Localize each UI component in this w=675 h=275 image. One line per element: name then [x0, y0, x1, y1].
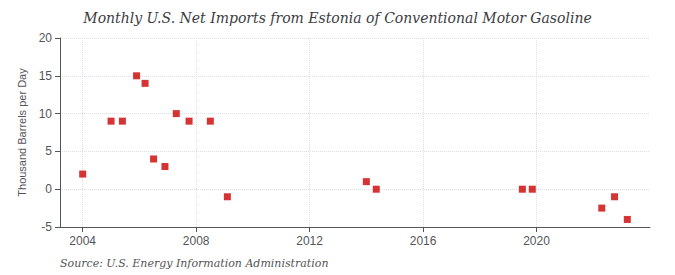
svg-text:15: 15 — [39, 69, 53, 83]
svg-text:0: 0 — [45, 182, 52, 196]
svg-text:20: 20 — [39, 31, 53, 45]
svg-text:10: 10 — [39, 107, 53, 121]
svg-text:2008: 2008 — [183, 234, 210, 248]
svg-text:2020: 2020 — [523, 234, 550, 248]
svg-text:-5: -5 — [41, 220, 52, 234]
svg-text:2012: 2012 — [296, 234, 323, 248]
svg-text:2016: 2016 — [410, 234, 437, 248]
svg-text:Thousand Barrels per Day: Thousand Barrels per Day — [16, 68, 28, 197]
svg-text:Monthly U.S. Net Imports from: Monthly U.S. Net Imports from Estonia of… — [82, 10, 591, 26]
svg-text:Source: U.S. Energy Informatio: Source: U.S. Energy Information Administ… — [60, 257, 328, 270]
svg-text:2004: 2004 — [69, 234, 96, 248]
svg-text:5: 5 — [45, 144, 52, 158]
